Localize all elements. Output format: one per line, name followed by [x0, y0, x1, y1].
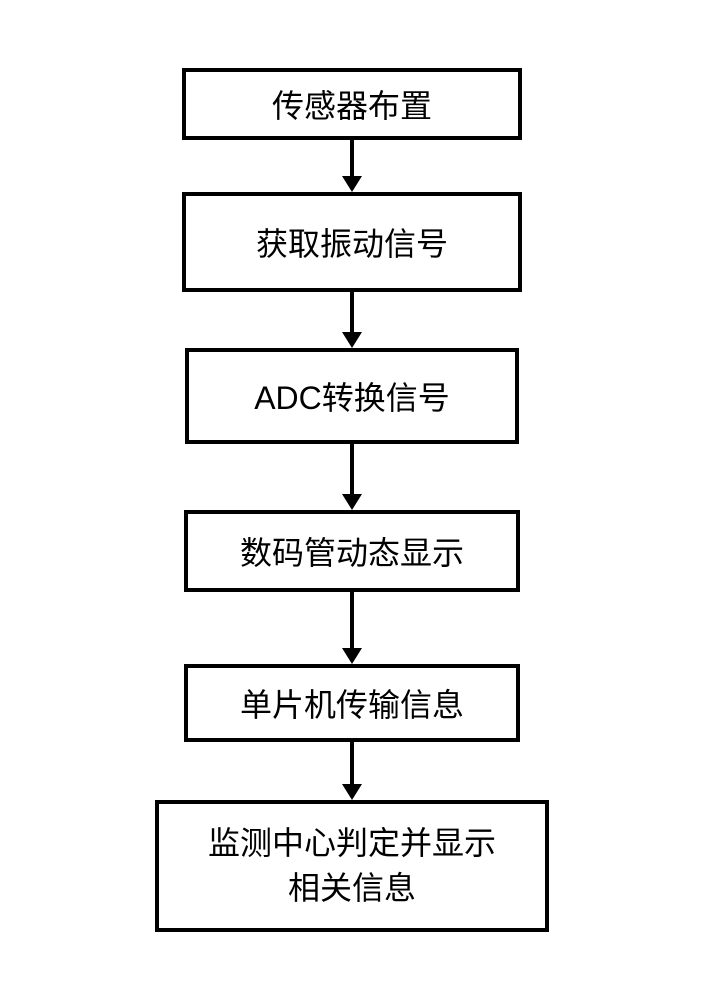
flowchart-container: 传感器布置 获取振动信号 ADC转换信号 数码管动态显示 单片机传输信息 监测中… [155, 68, 549, 932]
arrow-head-icon [342, 494, 362, 510]
arrow-head-icon [342, 784, 362, 800]
flowchart-arrow-2 [342, 292, 362, 348]
flowchart-node-5: 单片机传输信息 [184, 664, 520, 742]
arrow-line [350, 140, 354, 176]
flowchart-arrow-3 [342, 444, 362, 510]
node-label: ADC转换信号 [254, 373, 450, 419]
arrow-line [350, 292, 354, 332]
arrow-line [350, 742, 354, 784]
node-label: 数码管动态显示 [240, 528, 464, 574]
arrow-head-icon [342, 648, 362, 664]
arrow-line [350, 444, 354, 494]
arrow-head-icon [342, 332, 362, 348]
flowchart-arrow-1 [342, 140, 362, 192]
flowchart-node-6: 监测中心判定并显示相关信息 [155, 800, 549, 932]
flowchart-node-2: 获取振动信号 [182, 192, 522, 292]
flowchart-arrow-4 [342, 592, 362, 664]
node-label: 传感器布置 [272, 81, 432, 127]
flowchart-node-4: 数码管动态显示 [184, 510, 520, 592]
flowchart-node-1: 传感器布置 [182, 68, 522, 140]
arrow-head-icon [342, 176, 362, 192]
arrow-line [350, 592, 354, 648]
node-label: 监测中心判定并显示相关信息 [202, 821, 502, 911]
node-label: 获取振动信号 [256, 219, 448, 265]
flowchart-arrow-5 [342, 742, 362, 800]
flowchart-node-3: ADC转换信号 [185, 348, 519, 444]
node-label: 单片机传输信息 [240, 680, 464, 726]
